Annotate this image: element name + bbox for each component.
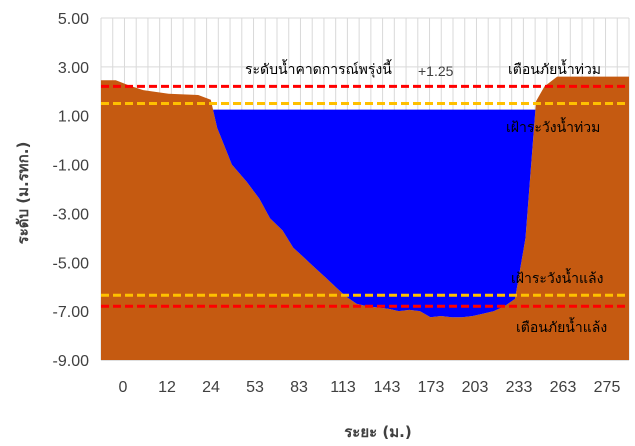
flood-watch-label: เฝ้าระวังน้ำท่วม [506,117,600,136]
data-area [101,76,629,360]
y-tick-label: -7.00 [53,304,90,321]
x-tick-label: 233 [506,379,533,396]
x-tick-label: 24 [202,379,220,396]
y-tick-label: -1.00 [53,158,90,175]
x-axis-title: ระยะ (ม.) [344,423,411,441]
x-tick-label: 263 [550,379,577,396]
forecast-value: +1.25 [418,63,454,79]
water-area [213,109,536,318]
x-tick-label: 0 [119,379,128,396]
x-tick-label: 203 [462,379,489,396]
forecast-label: ระดับน้ำคาดการณ์พรุ่งนี้ [245,59,392,78]
x-tick-label: 83 [290,379,308,396]
ground-profile-area [101,76,629,360]
x-tick-label: 173 [418,379,445,396]
y-axis-title: ระดับ (ม.รทก.) [14,142,32,245]
y-tick-label: 5.00 [58,11,89,28]
x-tick-label: 275 [594,379,621,396]
x-axis-ticks: 0 12 24 53 83 113 143 173 203 233 263 275 [119,379,621,396]
y-tick-label: 1.00 [58,109,89,126]
y-tick-label: -5.00 [53,255,90,272]
flood-warning-label: เตือนภัยน้ำท่วม [508,59,601,78]
drought-warning-label: เตือนภัยน้ำแล้ง [516,317,607,336]
y-tick-label: 3.00 [58,60,89,77]
y-tick-label: -9.00 [53,353,90,370]
drought-watch-label: เฝ้าระวังน้ำแล้ง [511,268,603,287]
x-tick-label: 53 [246,379,264,396]
threshold-lines [101,84,629,308]
x-tick-label: 12 [158,379,176,396]
y-axis-ticks: 5.00 3.00 1.00 -1.00 -3.00 -5.00 -7.00 -9.00 [53,11,90,370]
x-tick-label: 113 [330,379,356,396]
y-tick-label: -3.00 [53,206,90,223]
x-tick-label: 143 [374,379,401,396]
